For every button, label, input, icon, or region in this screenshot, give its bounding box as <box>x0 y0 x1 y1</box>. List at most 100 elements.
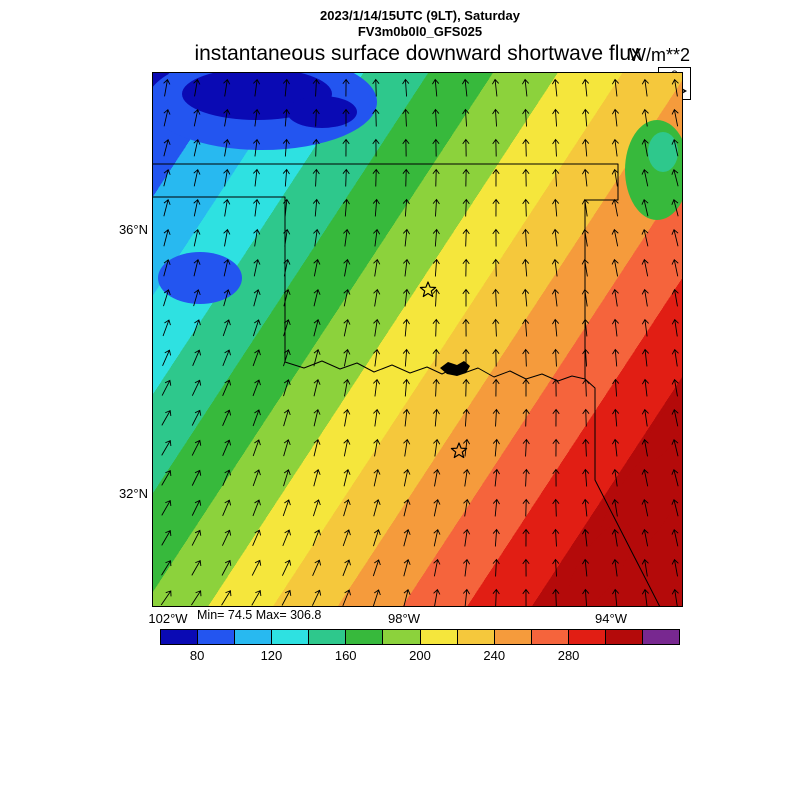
wind-arrow-icon <box>492 168 500 187</box>
wind-arrow-icon <box>343 408 351 427</box>
lat-label-32n: 32°N <box>118 486 148 501</box>
wind-arrow-icon <box>671 229 679 247</box>
star-marker-icon <box>419 281 437 298</box>
wind-arrow-icon <box>671 318 679 337</box>
wind-arrow-icon <box>492 498 500 517</box>
colorbar-tick-label: 120 <box>260 648 283 663</box>
wind-arrow-icon <box>522 468 530 487</box>
wind-arrow-icon <box>492 348 500 367</box>
wind-arrow-icon <box>402 348 410 367</box>
wind-arrow-icon <box>222 499 232 516</box>
wind-arrow-icon <box>402 108 410 127</box>
wind-arrow-icon <box>611 258 619 277</box>
wind-arrow-icon <box>403 559 411 577</box>
border-texas-east <box>584 378 661 607</box>
wind-arrow-icon <box>253 198 261 217</box>
wind-arrow-icon <box>372 108 380 127</box>
wind-arrow-icon <box>191 379 202 396</box>
wind-arrow-icon <box>433 558 441 577</box>
wind-arrow-icon <box>641 288 649 307</box>
wind-arrow-icon <box>222 379 232 396</box>
lon-label-94w: 94°W <box>595 611 627 626</box>
wind-arrow-icon <box>432 138 440 157</box>
wind-arrow-icon <box>191 529 202 546</box>
wind-arrow-icon <box>281 589 292 606</box>
wind-arrow-icon <box>492 288 500 307</box>
wind-arrow-icon <box>193 168 201 187</box>
wind-arrow-icon <box>581 228 589 247</box>
wind-arrow-icon <box>222 439 232 456</box>
map-border <box>152 72 683 607</box>
wind-arrow-icon <box>611 558 619 577</box>
wind-arrow-icon <box>641 108 649 127</box>
wind-arrow-icon <box>641 228 649 247</box>
wind-arrow-icon <box>402 198 410 217</box>
wind-arrow-icon <box>671 169 679 187</box>
colorbar-segment <box>643 629 681 645</box>
wind-arrow-icon <box>552 468 560 487</box>
wind-arrow-icon <box>193 259 201 277</box>
lon-label-102w: 102°W <box>148 611 188 626</box>
wind-arrow-icon <box>671 408 679 427</box>
wind-arrow-icon <box>222 319 231 337</box>
wind-arrow-icon <box>432 168 440 187</box>
colorbar-segment <box>568 629 606 645</box>
wind-arrow-icon <box>193 198 201 217</box>
wind-arrow-icon <box>253 78 261 97</box>
wind-arrow-icon <box>582 408 590 427</box>
wind-arrow-icon <box>163 139 171 157</box>
wind-arrow-icon <box>402 378 410 397</box>
wind-arrow-icon <box>611 498 619 517</box>
wind-arrow-icon <box>641 78 649 97</box>
wind-arrow-icon <box>552 108 560 127</box>
wind-arrow-icon <box>581 558 590 577</box>
wind-arrow-icon <box>161 379 172 396</box>
colorbar-segment <box>346 629 384 645</box>
wind-arrow-icon <box>283 228 291 247</box>
wind-arrow-icon <box>163 169 171 187</box>
wind-arrow-icon <box>223 78 231 97</box>
city-star-markers <box>419 281 468 459</box>
wind-arrow-icon <box>552 168 560 187</box>
wind-arrow-icon <box>671 348 679 367</box>
wind-arrow-icon <box>343 378 351 397</box>
wind-arrow-icon <box>283 379 291 397</box>
wind-arrow-icon <box>552 408 560 427</box>
wind-arrow-icon <box>253 228 261 247</box>
wind-arrow-icon <box>671 108 679 127</box>
units-label: W/m**2 <box>628 45 690 65</box>
wind-arrow-icon <box>522 348 530 367</box>
wind-arrow-icon <box>462 228 470 247</box>
wind-arrow-icon <box>373 499 381 517</box>
wind-arrow-icon <box>462 588 471 607</box>
wind-arrow-icon <box>492 588 500 607</box>
wind-arrow-icon <box>252 349 261 367</box>
wind-arrow-icon <box>342 529 351 547</box>
colorbar-segment <box>531 629 569 645</box>
wind-arrow-icon <box>313 258 321 277</box>
wind-arrow-icon <box>432 288 440 307</box>
wind-arrow-icon <box>522 168 530 187</box>
run-datetime: 2023/1/14/15UTC (9LT), Saturday <box>320 8 520 23</box>
colorbar-segment <box>198 629 236 645</box>
wind-arrow-icon <box>433 528 441 547</box>
wind-arrow-icon <box>582 588 590 607</box>
wind-arrow-icon <box>581 168 590 187</box>
wind-arrow-icon <box>343 499 351 517</box>
wind-arrow-icon <box>552 138 560 157</box>
wind-arrow-icon <box>282 108 290 127</box>
wind-arrow-icon <box>343 258 351 277</box>
colorbar-ticks: 80 120 160 200 240 280 <box>160 648 680 666</box>
wind-arrow-icon <box>372 138 380 157</box>
wind-arrow-icon <box>191 559 202 576</box>
wind-arrow-icon <box>252 469 261 487</box>
wind-arrow-icon <box>611 108 620 127</box>
wind-arrow-icon <box>223 138 231 157</box>
wind-arrow-icon <box>221 529 232 546</box>
wind-arrow-icon <box>641 168 649 187</box>
wind-arrow-icon <box>373 529 381 547</box>
colorbar-segment <box>160 629 199 645</box>
wind-arrow-icon <box>641 198 649 217</box>
wind-arrow-icon <box>191 499 202 516</box>
